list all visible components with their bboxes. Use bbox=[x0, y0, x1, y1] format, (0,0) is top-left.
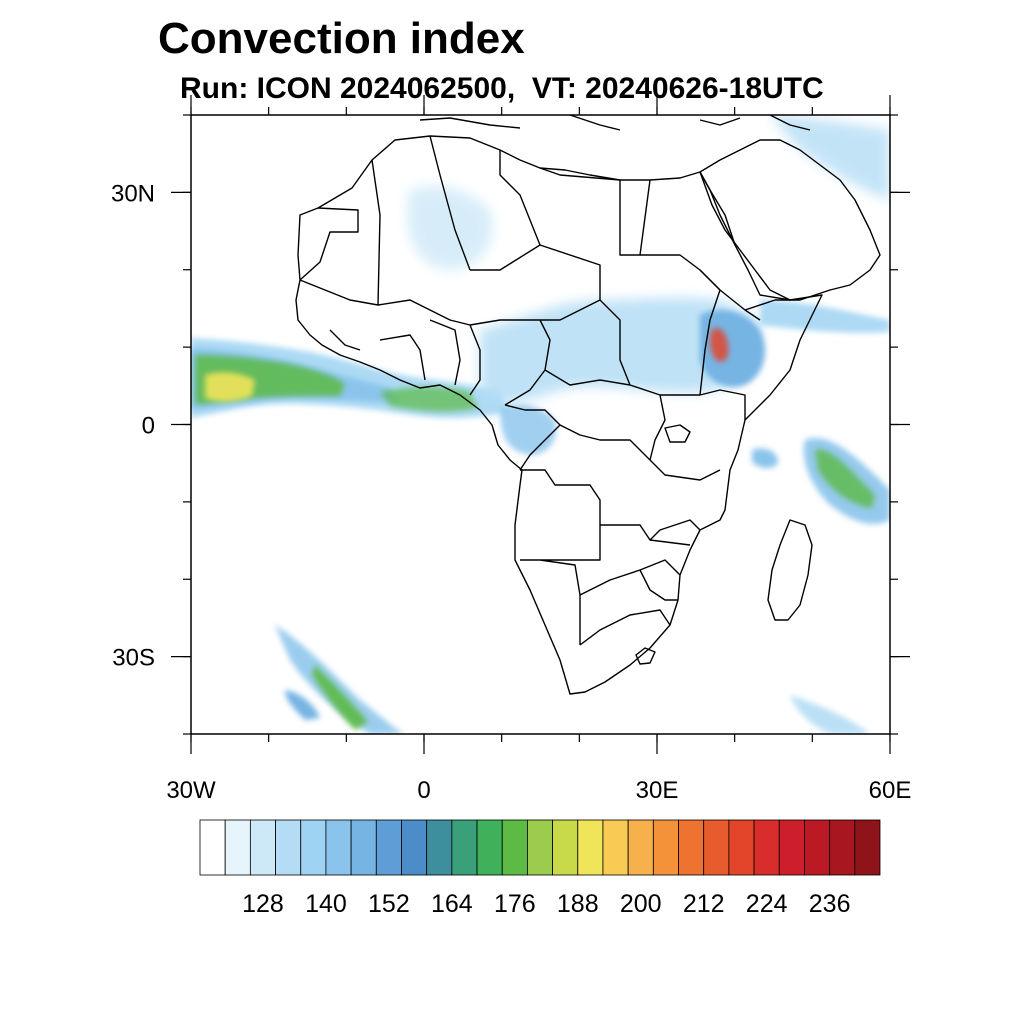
colorbar-cell bbox=[501, 819, 528, 876]
lesotho bbox=[635, 647, 656, 665]
arabia-coastline bbox=[699, 139, 881, 301]
lake-victoria bbox=[664, 424, 691, 443]
convection-field bbox=[191, 115, 890, 734]
colorbar-cell bbox=[275, 819, 302, 876]
borders-south bbox=[520, 469, 701, 646]
borders-north bbox=[299, 135, 721, 321]
colorbar-cell bbox=[778, 819, 805, 876]
y-tick-label: 30S bbox=[112, 645, 155, 672]
field-southwest bbox=[285, 690, 320, 720]
colorbar-cell bbox=[451, 819, 478, 876]
colorbar-label: 152 bbox=[368, 890, 410, 918]
colorbar-label: 164 bbox=[431, 890, 473, 918]
colorbar-cell bbox=[678, 819, 705, 876]
colorbar-cell bbox=[854, 819, 881, 876]
colorbar-cell bbox=[401, 819, 428, 876]
colorbar-cell bbox=[703, 819, 730, 876]
colorbar-cell bbox=[350, 819, 377, 876]
field-madagascar-east bbox=[752, 448, 778, 468]
colorbar-label: 212 bbox=[683, 890, 725, 918]
x-tick-label: 30W bbox=[166, 777, 216, 804]
colorbar-label: 128 bbox=[242, 890, 284, 918]
y-tick-label: 30N bbox=[111, 180, 155, 207]
colorbar-cell bbox=[577, 819, 604, 876]
colorbar bbox=[199, 819, 881, 876]
field-arabia bbox=[770, 115, 890, 200]
colorbar-label: 176 bbox=[494, 890, 536, 918]
field-south-atlantic bbox=[275, 625, 405, 734]
colorbar-cell bbox=[224, 819, 251, 876]
colorbar-label: 224 bbox=[746, 890, 788, 918]
red-sea-africa bbox=[699, 171, 736, 246]
colorbar-cell bbox=[627, 819, 654, 876]
colorbar-label: 188 bbox=[557, 890, 599, 918]
colorbar-cell bbox=[199, 819, 226, 876]
colorbar-cell bbox=[652, 819, 679, 876]
madagascar-coastline bbox=[767, 519, 813, 621]
field-south-atlantic-green bbox=[312, 665, 368, 730]
colorbar-cell bbox=[249, 819, 276, 876]
field-sahara bbox=[407, 186, 493, 270]
colorbar-cell bbox=[804, 819, 831, 876]
colorbar-cell bbox=[300, 819, 327, 876]
colorbar-cell bbox=[325, 819, 352, 876]
field-southeast bbox=[790, 695, 870, 734]
field-indian-ocean-green bbox=[815, 449, 875, 508]
colorbar-label: 140 bbox=[305, 890, 347, 918]
colorbar-cell bbox=[728, 819, 755, 876]
coastlines-and-borders bbox=[295, 115, 881, 695]
field-band-atlantic-yellow bbox=[205, 372, 255, 402]
field-ethiopia-core bbox=[709, 328, 729, 362]
colorbar-cell bbox=[375, 819, 402, 876]
colorbar-cell bbox=[527, 819, 553, 876]
borders-east bbox=[699, 269, 790, 420]
colorbar-cell bbox=[552, 819, 579, 876]
colorbar-cell bbox=[829, 819, 856, 876]
axis-ticks bbox=[171, 95, 910, 754]
field-yemen bbox=[760, 300, 890, 333]
colorbar-cell bbox=[476, 819, 503, 876]
mediterranean-north bbox=[419, 115, 811, 131]
y-tick-label: 0 bbox=[142, 413, 155, 440]
colorbar-cell bbox=[753, 819, 780, 876]
borders-west bbox=[299, 279, 551, 396]
colorbar-labels: 128 140 152 164 176 188 200 212 224 236 bbox=[242, 890, 850, 918]
colorbar-cell bbox=[602, 819, 629, 876]
map-subtitle: Run: ICON 2024062500, VT: 20240626-18UTC bbox=[180, 72, 824, 105]
colorbar-label: 236 bbox=[809, 890, 851, 918]
field-band-gulf-green bbox=[380, 386, 478, 412]
x-tick-label: 30E bbox=[636, 777, 679, 804]
x-tick-label: 60E bbox=[869, 777, 912, 804]
colorbar-label: 200 bbox=[620, 890, 662, 918]
africa-coastline bbox=[295, 135, 823, 695]
borders-central bbox=[504, 299, 721, 481]
axis-tick-labels: 30W 0 30E 60E 30N 0 30S bbox=[111, 180, 911, 804]
x-tick-label: 0 bbox=[417, 777, 430, 804]
colorbar-cell bbox=[426, 819, 453, 876]
map-title: Convection index bbox=[158, 14, 525, 63]
